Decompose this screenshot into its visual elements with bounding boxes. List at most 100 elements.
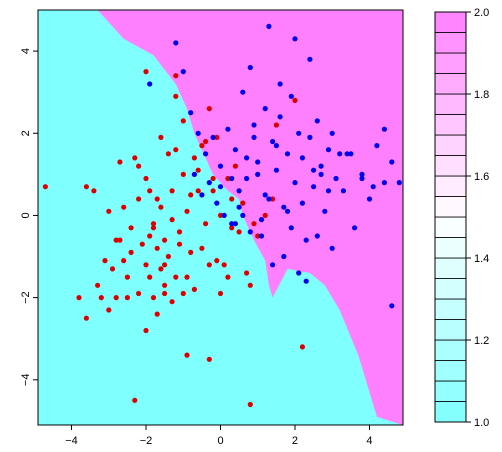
point — [359, 171, 365, 177]
y-tick-label: 2 — [20, 130, 32, 136]
point — [217, 212, 224, 218]
point — [344, 151, 350, 157]
point — [352, 225, 358, 231]
point — [258, 233, 265, 239]
point — [240, 212, 246, 218]
point — [113, 237, 119, 243]
color-key-bin — [434, 52, 467, 74]
point — [143, 175, 149, 182]
point — [225, 175, 231, 182]
point — [169, 299, 175, 305]
point — [381, 180, 387, 186]
point — [206, 106, 212, 112]
point — [173, 274, 179, 280]
point — [311, 184, 317, 190]
point — [258, 217, 265, 223]
point — [303, 278, 309, 284]
point — [292, 97, 298, 103]
point — [325, 188, 332, 194]
point — [273, 143, 279, 149]
point — [247, 401, 253, 408]
point — [247, 229, 253, 235]
point — [307, 134, 313, 140]
point — [292, 180, 298, 186]
point — [83, 184, 89, 190]
point — [359, 175, 365, 182]
point — [121, 204, 127, 210]
point — [244, 155, 250, 161]
point — [296, 270, 302, 276]
point — [229, 225, 235, 231]
point — [195, 188, 201, 194]
point — [102, 258, 108, 264]
point — [210, 175, 216, 182]
point — [284, 151, 291, 157]
point — [83, 315, 89, 321]
point — [217, 290, 224, 297]
point — [270, 138, 276, 145]
point — [229, 196, 235, 202]
point — [150, 225, 157, 231]
y-axis: −4 −2 0 2 4 — [20, 48, 38, 386]
point — [136, 196, 142, 202]
point — [247, 64, 253, 71]
point — [195, 130, 201, 136]
point — [247, 282, 253, 288]
main-plot: −4 −2 0 2 4 −4 −2 0 2 4 — [20, 9, 404, 447]
point — [176, 241, 183, 247]
point — [322, 208, 328, 214]
point — [270, 262, 276, 268]
point — [162, 290, 168, 297]
x-tick-label: −2 — [140, 435, 153, 447]
point — [117, 237, 123, 243]
point — [165, 151, 171, 157]
point — [176, 229, 183, 235]
color-key-bin — [434, 360, 467, 382]
point — [180, 118, 186, 124]
color-key-tick-label: 1.0 — [474, 417, 489, 429]
point — [288, 93, 294, 99]
point — [240, 200, 246, 206]
point — [370, 184, 376, 190]
point — [150, 221, 157, 227]
point — [244, 270, 250, 276]
region-class-2 — [38, 10, 403, 425]
point — [180, 171, 186, 177]
color-key-tick-label: 2.0 — [474, 7, 489, 19]
point — [106, 208, 112, 214]
point — [199, 192, 205, 198]
color-key-bin — [434, 11, 467, 33]
color-key-bin — [434, 32, 467, 54]
point — [136, 290, 142, 297]
point — [203, 151, 209, 157]
point — [273, 167, 279, 173]
point — [121, 258, 127, 264]
point — [217, 184, 224, 190]
point — [191, 155, 197, 161]
point — [303, 237, 309, 243]
point — [229, 175, 235, 182]
point — [128, 225, 134, 231]
point — [374, 143, 380, 149]
point — [132, 397, 138, 403]
point — [150, 295, 157, 301]
color-key-tick-label: 1.8 — [474, 89, 489, 101]
point — [184, 274, 190, 280]
point — [158, 266, 164, 272]
point — [184, 352, 190, 358]
point — [232, 163, 238, 169]
point — [173, 93, 179, 99]
point — [232, 147, 238, 153]
point — [307, 56, 313, 62]
point — [173, 40, 179, 46]
color-key-bins — [434, 11, 467, 423]
point — [169, 188, 175, 194]
point — [139, 241, 145, 247]
point — [225, 274, 231, 280]
point — [210, 134, 216, 140]
x-tick-label: −4 — [65, 435, 78, 447]
y-tick-label: −4 — [20, 374, 32, 387]
point — [389, 159, 395, 165]
point — [206, 262, 212, 268]
point — [389, 303, 395, 309]
